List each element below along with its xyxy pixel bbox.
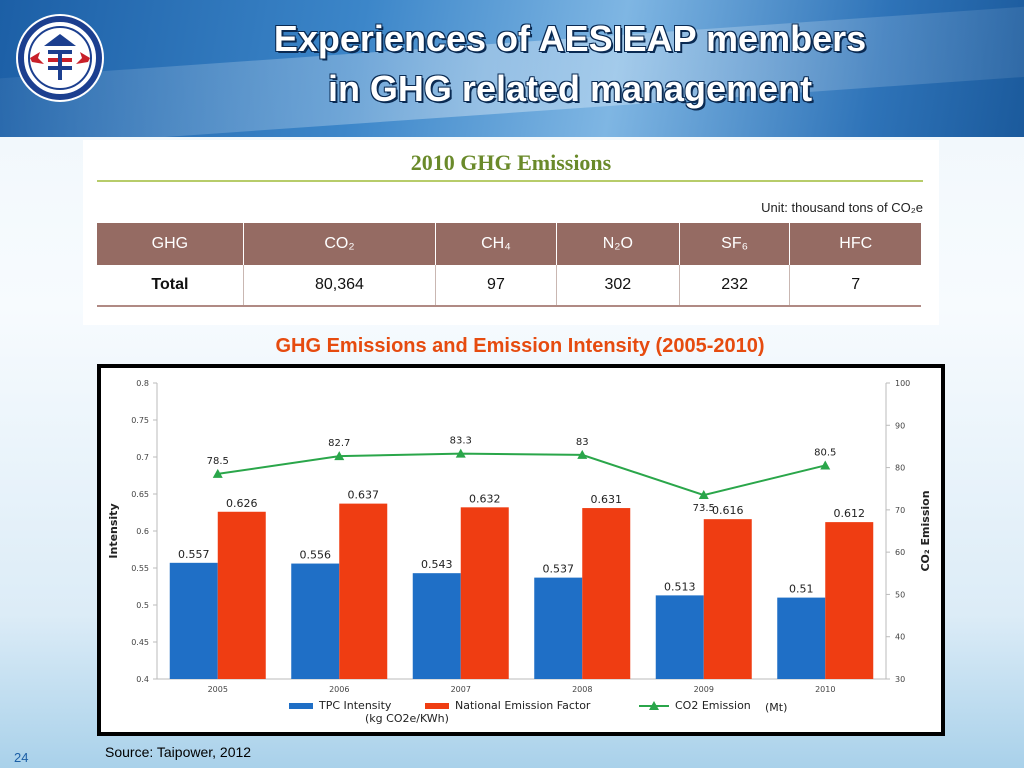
emissions-table: GHG CO₂ CH₄ N₂O SF₆ HFC Total 80,364 97 … xyxy=(97,223,921,307)
chart-frame: 0.4 0.45 0.5 0.55 0.6 0.65 0.7 0.75 0.8 30 40 50 60 7… xyxy=(97,364,945,736)
emissions-table-panel: 2010 GHG Emissions Unit: thousand tons o… xyxy=(83,140,939,325)
bar-data-label: 0.556 xyxy=(300,549,332,562)
source-note: Source: Taipower, 2012 xyxy=(105,744,252,760)
page-number: 24 xyxy=(14,750,29,765)
table-title-rule xyxy=(97,180,923,182)
line-point-marker xyxy=(455,448,466,458)
x-tick-label: 2008 xyxy=(572,685,592,694)
line-data-label: 82.7 xyxy=(328,438,350,449)
bar-data-label: 0.537 xyxy=(543,563,575,576)
line-data-label: 83 xyxy=(576,437,589,448)
table-header-cell: N₂O xyxy=(556,223,680,265)
y-tick-label: 0.55 xyxy=(131,564,149,573)
y-tick-label: 0.65 xyxy=(131,490,149,499)
table-cell: 80,364 xyxy=(243,265,437,307)
table-cell: 302 xyxy=(556,265,680,307)
bar-data-label: 0.631 xyxy=(591,493,623,506)
table-cell: 7 xyxy=(789,265,921,307)
table-title: 2010 GHG Emissions xyxy=(410,150,612,175)
slide-title: Experiences of AESIEAP members in GHG re… xyxy=(120,14,1020,114)
y-tick-label: 0.7 xyxy=(136,453,149,462)
y-tick-label: 0.4 xyxy=(136,675,149,684)
table-row-label: Total xyxy=(97,265,244,307)
table-unit: Unit: thousand tons of CO₂e xyxy=(761,200,923,215)
bar xyxy=(582,508,631,679)
bar-data-label: 0.557 xyxy=(178,548,210,561)
y-tick-label: 0.6 xyxy=(136,527,149,536)
bar xyxy=(412,573,461,679)
table-header-cell: HFC xyxy=(789,223,921,265)
bar xyxy=(825,522,874,679)
y-tick-label: 0.45 xyxy=(131,638,149,647)
y2-axis-title: CO₂ Emission xyxy=(919,490,932,571)
y2-tick-label: 40 xyxy=(895,633,905,642)
line-data-label: 83.3 xyxy=(450,436,472,447)
y2-tick-label: 70 xyxy=(895,506,905,515)
bar xyxy=(217,511,266,679)
y2-tick-label: 100 xyxy=(895,379,910,388)
table-cell: 232 xyxy=(679,265,791,307)
slide-title-line-2: in GHG related management xyxy=(327,68,813,109)
table-header-row: GHG CO₂ CH₄ N₂O SF₆ HFC xyxy=(97,223,921,265)
legend-label-tpc-unit: (kg CO2e/KWh) xyxy=(365,712,449,725)
co2-emission-line xyxy=(217,452,826,497)
bar xyxy=(169,562,218,679)
legend-label-co2-unit: (Mt) xyxy=(765,701,787,714)
y-axis-title: Intensity xyxy=(107,503,120,558)
line-point-marker xyxy=(820,460,831,470)
bar-data-label: 0.626 xyxy=(226,497,258,510)
y-tick-label: 0.8 xyxy=(136,379,149,388)
emissions-chart: 0.4 0.45 0.5 0.55 0.6 0.65 0.7 0.75 0.8 30 40 50 60 7… xyxy=(107,379,932,725)
legend-label-co2: CO2 Emission xyxy=(675,699,751,712)
x-tick-label: 2007 xyxy=(451,685,471,694)
slide-header: Experiences of AESIEAP members in GHG re… xyxy=(0,0,1024,137)
y2-tick-label: 50 xyxy=(895,590,905,599)
line-point-marker xyxy=(334,451,345,461)
bar xyxy=(291,563,340,679)
legend-label-national: National Emission Factor xyxy=(455,699,591,712)
line-data-label: 80.5 xyxy=(814,447,836,458)
line-data-label: 78.5 xyxy=(207,456,229,467)
slide-title-line-1: Experiences of AESIEAP members xyxy=(273,18,867,59)
table-cell: 97 xyxy=(435,265,557,307)
legend-label-tpc: TPC Intensity xyxy=(318,699,392,712)
legend-swatch-tpc xyxy=(289,703,313,709)
bar-data-label: 0.543 xyxy=(421,558,453,571)
bar-data-label: 0.632 xyxy=(469,492,501,505)
bar-data-label: 0.616 xyxy=(712,504,744,517)
y2-tick-label: 90 xyxy=(895,421,905,430)
bar xyxy=(339,503,388,679)
line-point-marker xyxy=(212,468,223,478)
y2-tick-label: 30 xyxy=(895,675,905,684)
table-header-cell: SF₆ xyxy=(679,223,791,265)
bar xyxy=(534,577,583,679)
table-header-cell: GHG xyxy=(97,223,244,265)
line-data-label: 73.5 xyxy=(693,503,715,514)
x-tick-label: 2005 xyxy=(208,685,228,694)
legend-swatch-co2-marker xyxy=(649,701,659,710)
bar-data-label: 0.513 xyxy=(664,580,696,593)
table-row: Total 80,364 97 302 232 7 xyxy=(97,265,921,307)
x-tick-label: 2009 xyxy=(694,685,714,694)
y-tick-label: 0.75 xyxy=(131,416,149,425)
bar xyxy=(777,597,826,679)
chart-heading: GHG Emissions and Emission Intensity (20… xyxy=(275,335,765,357)
legend-swatch-national xyxy=(425,703,449,709)
table-header-cell: CH₄ xyxy=(435,223,557,265)
bar xyxy=(655,595,704,679)
y2-tick-label: 80 xyxy=(895,464,905,473)
bar-data-label: 0.51 xyxy=(789,583,814,596)
line-point-marker xyxy=(698,490,709,500)
bar xyxy=(460,507,509,679)
bar xyxy=(703,519,752,679)
line-point-marker xyxy=(577,449,588,459)
bar-data-label: 0.637 xyxy=(348,489,380,502)
taipower-logo xyxy=(16,14,104,102)
x-tick-label: 2010 xyxy=(815,685,835,694)
table-header-cell: CO₂ xyxy=(243,223,437,265)
y-tick-label: 0.5 xyxy=(136,601,149,610)
bar-data-label: 0.612 xyxy=(834,507,866,520)
y2-tick-label: 60 xyxy=(895,548,905,557)
x-tick-label: 2006 xyxy=(329,685,349,694)
